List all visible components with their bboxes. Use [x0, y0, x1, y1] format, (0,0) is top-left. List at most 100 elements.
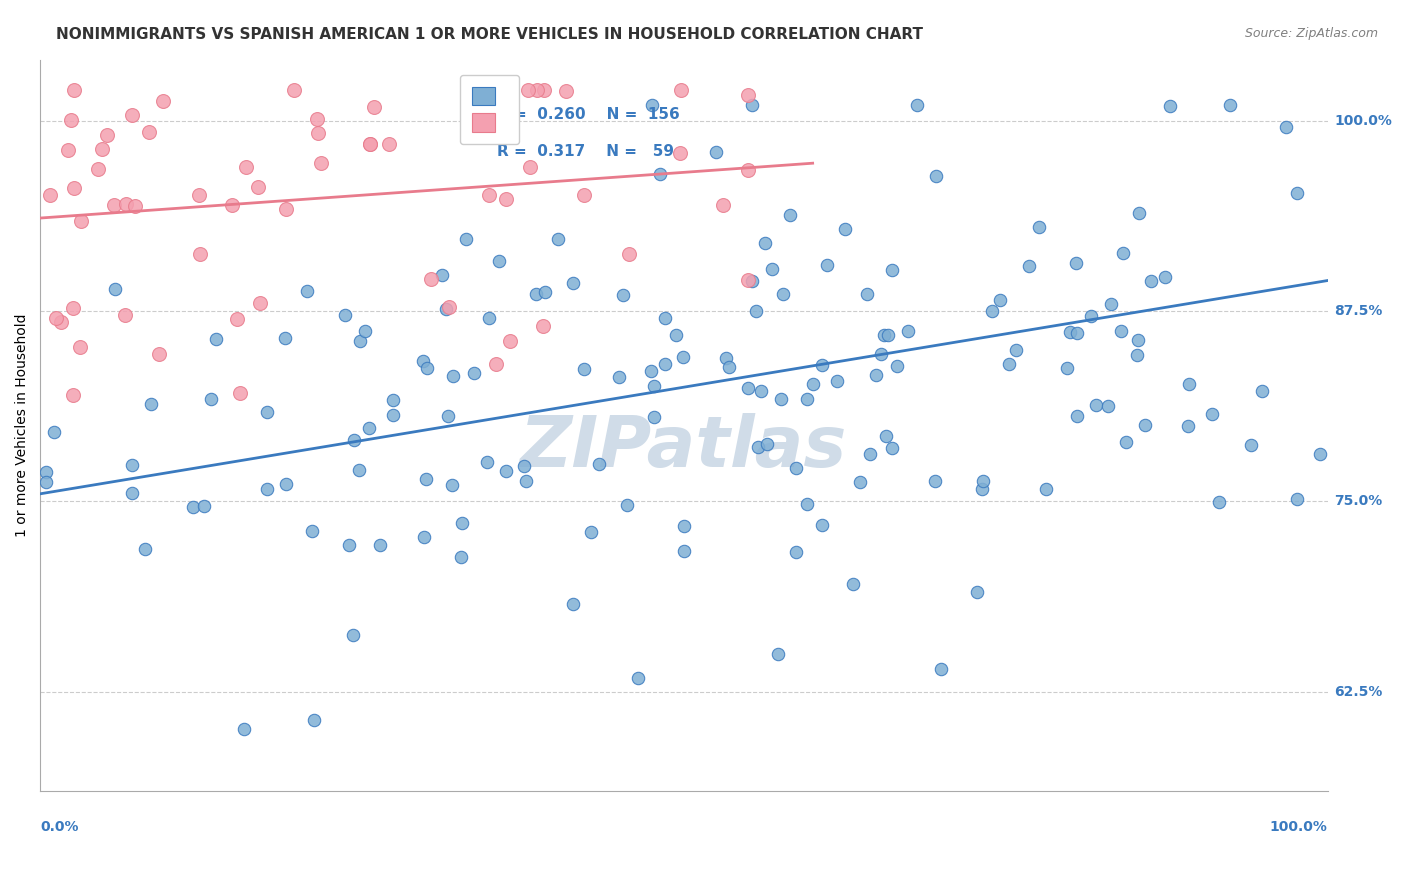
Point — [626, 671, 648, 685]
Point — [273, 331, 295, 345]
Point — [737, 381, 759, 395]
Point — [643, 379, 665, 393]
Point — [359, 137, 381, 152]
Point — [1085, 398, 1108, 412]
Point — [62, 83, 84, 97]
Point — [1028, 219, 1050, 234]
Point — [886, 359, 908, 373]
Point — [114, 196, 136, 211]
Point — [377, 137, 399, 152]
Text: 100.0%: 100.0% — [1270, 820, 1327, 834]
Point — [141, 397, 163, 411]
Point — [478, 187, 501, 202]
Point — [970, 482, 993, 496]
Point — [714, 351, 737, 365]
Point — [981, 304, 1004, 318]
Point — [1115, 435, 1137, 450]
Point — [1177, 419, 1199, 434]
Point — [574, 362, 596, 376]
Point — [737, 162, 759, 177]
Point — [882, 263, 904, 277]
Point — [1064, 256, 1087, 270]
Point — [1066, 326, 1088, 340]
Point — [354, 324, 377, 338]
Point — [138, 125, 160, 139]
Point — [39, 187, 62, 202]
Text: 62.5%: 62.5% — [1334, 685, 1382, 699]
Point — [876, 328, 898, 343]
Text: 100.0%: 100.0% — [1334, 113, 1392, 128]
Point — [856, 286, 879, 301]
Point — [607, 370, 630, 384]
Point — [256, 405, 278, 419]
Point — [526, 287, 548, 301]
Point — [148, 347, 170, 361]
Point — [554, 84, 576, 98]
Point — [274, 476, 297, 491]
Point — [801, 376, 824, 391]
Point — [825, 374, 848, 388]
Point — [181, 500, 204, 515]
Point — [1109, 324, 1132, 338]
Point — [1128, 333, 1150, 347]
Point — [283, 83, 305, 97]
Point — [229, 386, 252, 401]
Point — [121, 486, 143, 500]
Point — [1056, 360, 1078, 375]
Point — [381, 393, 404, 408]
Point — [1275, 120, 1298, 134]
Point — [488, 254, 510, 268]
Point — [58, 143, 80, 157]
Point — [247, 180, 270, 194]
Point — [1097, 399, 1119, 413]
Point — [232, 722, 254, 736]
Point — [672, 350, 695, 364]
Point — [785, 461, 807, 475]
Point — [333, 308, 356, 322]
Point — [104, 282, 127, 296]
Point — [96, 128, 118, 142]
Point — [796, 392, 818, 406]
Point — [416, 360, 439, 375]
Point — [737, 87, 759, 102]
Point — [187, 187, 209, 202]
Point — [1066, 409, 1088, 424]
Point — [59, 112, 82, 127]
Point — [513, 458, 536, 473]
Point — [450, 550, 472, 565]
Point — [1219, 98, 1241, 112]
Point — [441, 478, 464, 492]
Point — [772, 287, 794, 301]
Point — [1201, 407, 1223, 421]
Point — [235, 160, 257, 174]
Point — [747, 440, 769, 454]
Point — [1140, 274, 1163, 288]
Point — [515, 474, 537, 488]
Point — [342, 627, 364, 641]
Point — [785, 545, 807, 559]
Point — [87, 161, 110, 176]
Y-axis label: 1 or more Vehicles in Household: 1 or more Vehicles in Household — [15, 313, 30, 537]
Point — [834, 221, 856, 235]
Text: 0.0%: 0.0% — [41, 820, 79, 834]
Point — [749, 384, 772, 398]
Point — [811, 518, 834, 533]
Point — [63, 180, 86, 194]
Point — [849, 475, 872, 489]
Text: 75.0%: 75.0% — [1334, 494, 1382, 508]
Point — [359, 136, 381, 151]
Point — [343, 433, 366, 447]
Point — [988, 293, 1011, 307]
Point — [533, 285, 555, 299]
Point — [382, 408, 405, 422]
Point — [302, 714, 325, 728]
Point — [1018, 259, 1040, 273]
Point — [526, 83, 548, 97]
Point — [420, 272, 443, 286]
Point — [897, 324, 920, 338]
Point — [69, 340, 91, 354]
Point — [1208, 495, 1230, 509]
Point — [796, 497, 818, 511]
Point — [274, 202, 297, 216]
Point — [121, 458, 143, 472]
